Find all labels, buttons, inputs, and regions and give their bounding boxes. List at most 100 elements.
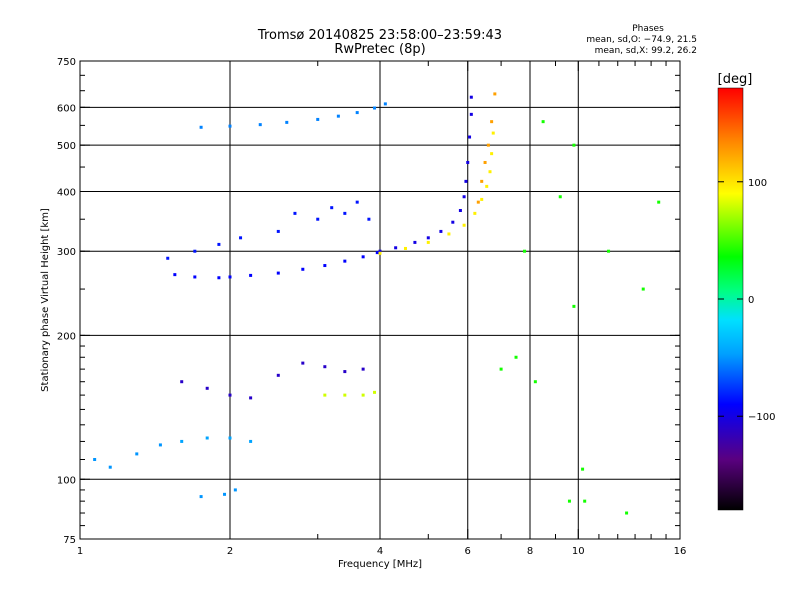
echo-point (166, 256, 170, 260)
chart-subtitle: RwPretec (8p) (334, 42, 425, 57)
x-tick-label: 4 (377, 546, 383, 557)
echo-point (583, 499, 587, 503)
echo-point (180, 439, 184, 443)
echo-point (217, 242, 221, 246)
echo-point (375, 251, 379, 255)
echo-point (493, 92, 497, 96)
echo-point (108, 465, 112, 469)
echo-point (480, 179, 484, 183)
echo-point (473, 211, 477, 215)
echo-point (285, 120, 289, 124)
echo-point (301, 267, 305, 271)
echo-point (426, 240, 430, 244)
echo-point (293, 211, 297, 215)
echo-point (466, 160, 470, 164)
echo-point (533, 380, 537, 384)
echo-point (343, 211, 347, 215)
echo-point (567, 499, 571, 503)
x-tick-label: 6 (465, 546, 471, 557)
echo-point (193, 275, 197, 279)
x-tick-label: 1 (77, 546, 83, 557)
y-tick-label: 100 (57, 475, 76, 486)
echo-point (343, 393, 347, 397)
echo-point (233, 488, 237, 492)
echo-point (439, 229, 443, 233)
x-tick-label: 2 (227, 546, 233, 557)
echo-point (483, 160, 487, 164)
echo-point (468, 135, 472, 139)
echo-point (301, 361, 305, 365)
echo-point (523, 249, 527, 253)
echo-point (378, 251, 382, 255)
echo-point (572, 143, 576, 147)
y-tick-label: 400 (57, 187, 76, 198)
echo-point (373, 390, 377, 394)
echo-point (558, 195, 562, 199)
echo-point (581, 467, 585, 471)
echo-point (469, 112, 473, 116)
echo-point (451, 220, 455, 224)
chart-title: Tromsø 20140825 23:58:00–23:59:43 (257, 28, 502, 43)
echo-point (625, 511, 629, 515)
echo-point (394, 246, 398, 250)
echo-point (403, 246, 407, 250)
colorbar-tick-label: −100 (748, 412, 775, 423)
x-tick-label: 10 (572, 546, 585, 557)
echo-point (316, 117, 320, 121)
y-tick-label: 75 (63, 535, 76, 546)
echo-point (193, 249, 197, 253)
echo-point (514, 355, 518, 359)
echo-point (641, 287, 645, 291)
echo-point (361, 367, 365, 371)
echo-point (336, 114, 340, 118)
echo-point (486, 143, 490, 147)
echo-point (367, 217, 371, 221)
echo-point (361, 393, 365, 397)
echo-point (383, 102, 387, 106)
echo-point (135, 452, 139, 456)
echo-point (480, 197, 484, 201)
grid-lines (80, 61, 680, 539)
echo-point (488, 170, 492, 174)
echo-point (228, 124, 232, 128)
colorbar-tick-label: 100 (748, 178, 767, 189)
echo-point (343, 259, 347, 263)
echo-point (499, 367, 503, 371)
echo-point (607, 249, 611, 253)
echo-point (228, 393, 232, 397)
echo-point (180, 380, 184, 384)
x-tick-label: 16 (674, 546, 687, 557)
echo-point (355, 111, 359, 115)
phases-label: Phases (632, 24, 664, 34)
colorbar-label: [deg] (718, 72, 753, 87)
y-tick-label: 500 (57, 141, 76, 152)
echo-point (199, 495, 203, 499)
echo-point (490, 152, 494, 156)
echo-point (378, 249, 382, 253)
echo-point (223, 492, 227, 496)
y-tick-label: 300 (57, 247, 76, 258)
echo-point (199, 125, 203, 129)
echo-point (323, 365, 327, 369)
echo-point (476, 200, 480, 204)
echo-point (205, 436, 209, 440)
colorbar-tick-label: 0 (748, 295, 754, 306)
echo-point (657, 200, 661, 204)
echo-point (464, 179, 468, 183)
echo-point (361, 255, 365, 259)
echo-point (323, 393, 327, 397)
echo-point (205, 386, 209, 390)
echo-point (330, 206, 334, 210)
echo-point (490, 120, 494, 124)
y-axis-label: Stationary phase Virtual Height [km] (40, 208, 51, 392)
x-axis-ticks: 1 2 4 6 8 10 16 (77, 61, 687, 557)
phase-stats-x: mean, sd,X: 99.2, 26.2 (595, 46, 697, 56)
echo-point (458, 209, 462, 213)
y-tick-label: 750 (57, 57, 76, 68)
echo-point (485, 184, 489, 188)
echo-point (462, 223, 466, 227)
echo-point (323, 264, 327, 268)
echo-point (173, 273, 177, 277)
echo-point (249, 273, 253, 277)
